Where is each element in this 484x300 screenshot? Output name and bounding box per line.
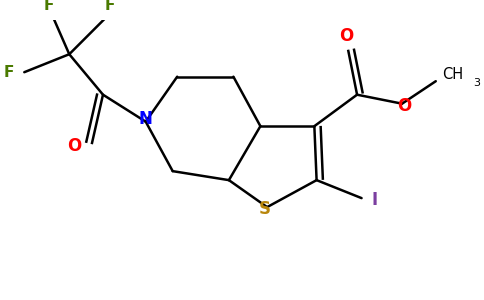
Text: F: F [105, 0, 115, 13]
Text: F: F [3, 65, 14, 80]
Text: F: F [44, 0, 54, 13]
Text: S: S [259, 200, 271, 218]
Text: I: I [371, 191, 377, 209]
Text: N: N [139, 110, 152, 128]
Text: CH: CH [442, 67, 464, 82]
Text: O: O [397, 97, 411, 115]
Text: 3: 3 [473, 78, 480, 88]
Text: O: O [339, 27, 353, 45]
Text: O: O [68, 137, 82, 155]
